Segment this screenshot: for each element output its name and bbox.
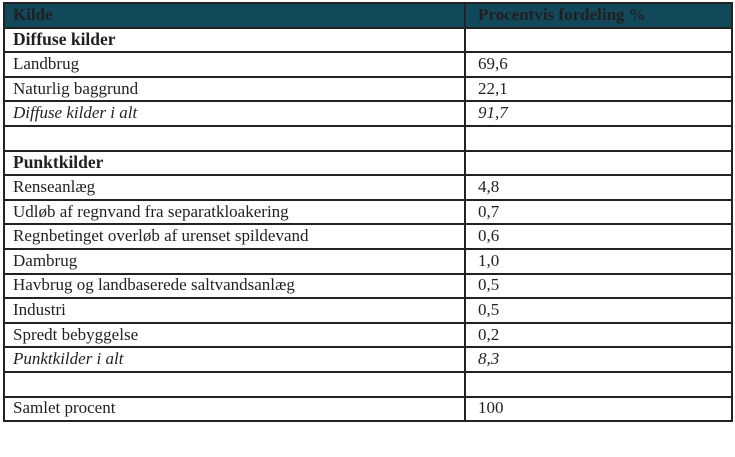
header-cell-procentvis-fordeling: Procentvis fordeling % — [464, 2, 733, 29]
table-row: Punktkilder i alt 8,3 — [3, 346, 733, 373]
table-row: Havbrug og landbaserede saltvandsanlæg 0,… — [3, 272, 733, 300]
source-cell: Diffuse kilder — [3, 26, 466, 54]
table-row: Naturlig baggrund 22,1 — [3, 75, 733, 103]
value-cell — [464, 370, 733, 398]
value-cell: 8,3 — [464, 346, 733, 373]
value-cell: 69,6 — [464, 51, 733, 78]
source-cell: Punktkilder — [3, 149, 466, 177]
table-row: Spredt bebyggelse 0,2 — [3, 321, 733, 349]
table-row: Landbrug 69,6 — [3, 51, 733, 78]
table-row: Regnbetinget overløb af urenset spildeva… — [3, 223, 733, 250]
source-cell: Udløb af regnvand fra separatkloakering — [3, 198, 466, 226]
value-cell: 0,6 — [464, 223, 733, 250]
value-cell: 0,5 — [464, 297, 733, 324]
value-cell: 4,8 — [464, 174, 733, 201]
table-row: Industri 0,5 — [3, 297, 733, 324]
table-row: Dambrug 1,0 — [3, 247, 733, 275]
header-row: Kilde Procentvis fordeling % — [3, 2, 733, 29]
table-header: Kilde Procentvis fordeling % — [3, 2, 733, 29]
source-cell: Landbrug — [3, 51, 466, 78]
source-cell — [3, 370, 466, 398]
spacer-row — [3, 124, 733, 152]
table-row: Punktkilder — [3, 149, 733, 177]
table-row: Renseanlæg 4,8 — [3, 174, 733, 201]
percentage-distribution-table: Kilde Procentvis fordeling % Diffuse kil… — [3, 2, 733, 423]
table-row: Udløb af regnvand fra separatkloakering 0… — [3, 198, 733, 226]
table-body: Diffuse kilder Landbrug 69,6 Naturlig baggr… — [3, 26, 733, 423]
value-cell: 100 — [464, 395, 733, 423]
source-cell: Renseanlæg — [3, 174, 466, 201]
value-cell — [464, 149, 733, 177]
table-row: Samlet procent 100 — [3, 395, 733, 423]
value-cell — [464, 26, 733, 54]
source-cell: Samlet procent — [3, 395, 466, 423]
value-cell — [464, 124, 733, 152]
value-cell: 0,7 — [464, 198, 733, 226]
spacer-row — [3, 370, 733, 398]
source-cell: Naturlig baggrund — [3, 75, 466, 103]
source-cell — [3, 124, 466, 152]
value-cell: 1,0 — [464, 247, 733, 275]
value-cell: 0,5 — [464, 272, 733, 300]
header-cell-kilde: Kilde — [3, 2, 466, 29]
source-cell: Punktkilder i alt — [3, 346, 466, 373]
source-cell: Havbrug og landbaserede saltvandsanlæg — [3, 272, 466, 300]
table-row: Diffuse kilder i alt 91,7 — [3, 100, 733, 127]
value-cell: 22,1 — [464, 75, 733, 103]
table-row: Diffuse kilder — [3, 26, 733, 54]
value-cell: 91,7 — [464, 100, 733, 127]
source-cell: Diffuse kilder i alt — [3, 100, 466, 127]
source-cell: Regnbetinget overløb af urenset spildeva… — [3, 223, 466, 250]
source-cell: Dambrug — [3, 247, 466, 275]
value-cell: 0,2 — [464, 321, 733, 349]
source-cell: Spredt bebyggelse — [3, 321, 466, 349]
source-cell: Industri — [3, 297, 466, 324]
